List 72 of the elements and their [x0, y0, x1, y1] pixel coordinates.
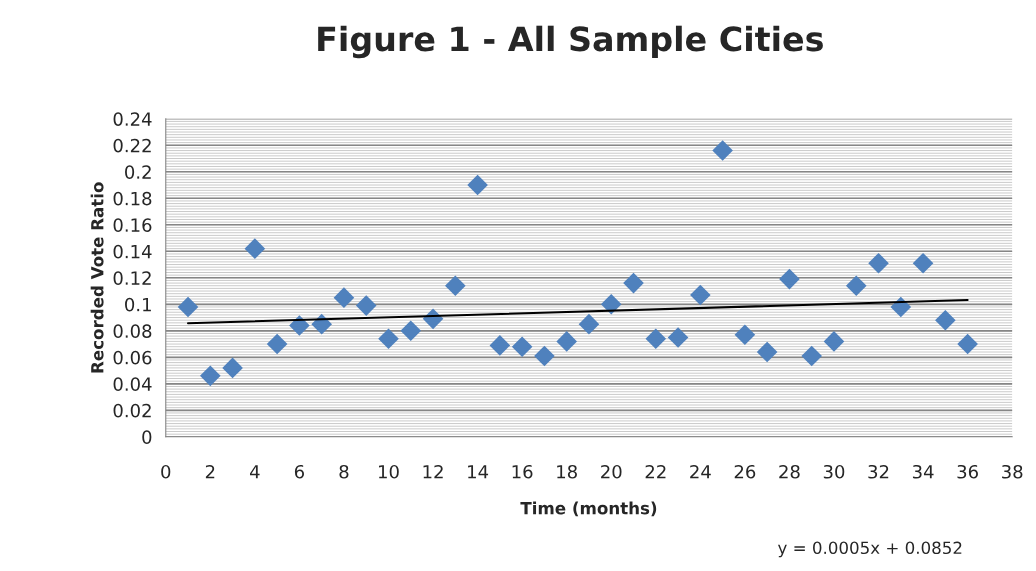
- x-tick-label: 16: [512, 464, 533, 479]
- point: [378, 328, 399, 350]
- point: [333, 287, 355, 308]
- point: [912, 252, 934, 274]
- point: [690, 284, 711, 306]
- point: [734, 324, 756, 346]
- point: [467, 174, 488, 196]
- y-tick-label: 0.16: [113, 218, 152, 232]
- point: [177, 296, 199, 318]
- y-tick-label: 0.12: [113, 271, 151, 285]
- y-tick-label: 0.1: [125, 297, 151, 312]
- text: y = 0.0005x + 0.0852: [778, 541, 962, 558]
- point: [489, 335, 511, 356]
- x-tick-label: 38: [1002, 464, 1023, 479]
- x-tick-label: 34: [912, 464, 934, 479]
- point: [890, 296, 912, 318]
- x-tick-label: 36: [957, 464, 978, 479]
- x-tick-label: 8: [339, 464, 349, 479]
- point: [289, 315, 310, 336]
- point: [244, 238, 266, 259]
- point: [445, 275, 466, 297]
- point: [845, 275, 867, 297]
- x-tick-label: 26: [734, 464, 756, 479]
- y-tick-label: 0.02: [113, 403, 151, 418]
- y-axis-title: Recorded Vote Ratio: [90, 182, 104, 373]
- y-tick-label: 0.06: [113, 350, 152, 365]
- x-tick-label: 20: [601, 464, 622, 479]
- y-tick-label: 0: [142, 430, 152, 444]
- x-tick-label: 6: [294, 464, 305, 479]
- point: [511, 336, 533, 357]
- point: [600, 294, 622, 315]
- point: [868, 252, 889, 274]
- point: [311, 313, 332, 335]
- point: [779, 268, 800, 290]
- point: [645, 328, 667, 350]
- x-tick-label: 32: [868, 464, 889, 479]
- y-tick-label: 0.08: [113, 324, 152, 338]
- point: [623, 272, 644, 294]
- point: [355, 295, 377, 316]
- point: [578, 313, 600, 335]
- point: [712, 140, 733, 161]
- y-tick-label: 0.24: [113, 112, 152, 126]
- y-tick-label: 0.18: [113, 191, 152, 206]
- x-tick-label: 14: [468, 465, 489, 479]
- y-tick-label: 0.22: [113, 138, 151, 153]
- point: [222, 357, 243, 379]
- point: [801, 345, 823, 367]
- point: [957, 333, 978, 355]
- x-axis-title: Time (months): [520, 501, 657, 517]
- y-tick-label: 0.2: [125, 165, 151, 179]
- y-tick-label: 0.04: [113, 377, 152, 391]
- x-tick-label: 28: [779, 464, 800, 479]
- point: [556, 331, 577, 352]
- x-tick-label: 24: [690, 464, 711, 479]
- point: [400, 320, 422, 342]
- point: [667, 327, 689, 348]
- point: [200, 365, 221, 387]
- x-tick-label: 4: [250, 465, 260, 479]
- y-tick-label: 0.14: [113, 244, 152, 259]
- point: [935, 309, 956, 331]
- x-tick-label: 0: [161, 464, 171, 479]
- point: [266, 333, 288, 355]
- x-tick-label: 30: [823, 464, 845, 479]
- x-tick-label: 10: [379, 464, 399, 479]
- x-tick-label: 12: [423, 464, 443, 479]
- x-tick-label: 2: [205, 464, 215, 479]
- x-tick-label: 18: [557, 464, 577, 479]
- point: [756, 341, 778, 363]
- chart-title: Figure 1 - All Sample Cities: [318, 25, 823, 59]
- point: [823, 331, 845, 352]
- x-tick-label: 22: [645, 464, 666, 479]
- point: [534, 345, 555, 367]
